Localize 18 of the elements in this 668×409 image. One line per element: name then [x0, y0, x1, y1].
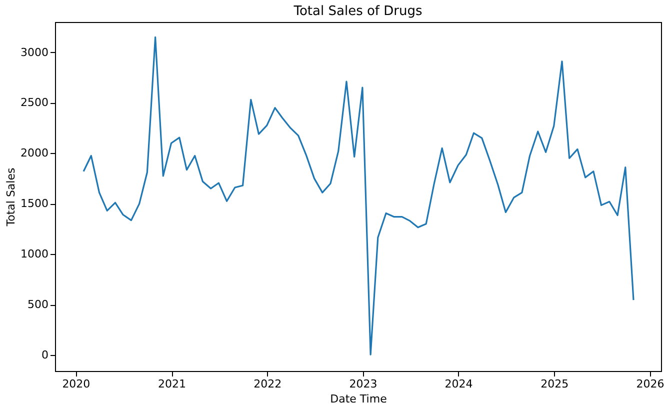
- line-series: [82, 36, 634, 356]
- x-tick-label: 2023: [349, 378, 378, 390]
- x-tick-label: 2020: [62, 378, 90, 390]
- x-axis-title: Date Time: [330, 392, 388, 406]
- y-tick-label: 2000: [20, 146, 48, 160]
- y-axis-title: Total Sales: [4, 168, 18, 228]
- y-tick-label: 500: [28, 298, 48, 312]
- chart-title: Total Sales of Drugs: [292, 4, 422, 19]
- y-tick-label: 1500: [20, 197, 48, 210]
- x-tick-label: 2026: [636, 378, 664, 390]
- y-tick-label: 0: [42, 348, 48, 362]
- x-tick-label: 2022: [254, 378, 282, 390]
- x-tick-label: 2025: [540, 378, 569, 390]
- x-tick-label: 2024: [444, 378, 473, 390]
- y-tick-label: 3000: [20, 46, 48, 59]
- x-tick-label: 2021: [158, 378, 186, 390]
- y-tick-label: 2500: [20, 96, 48, 110]
- y-tick-label: 1000: [20, 248, 48, 261]
